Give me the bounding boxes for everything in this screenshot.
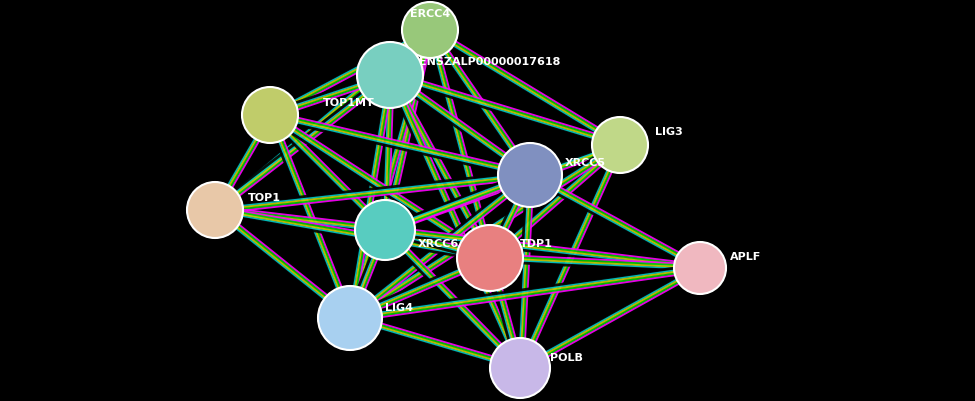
Circle shape xyxy=(187,182,243,238)
Circle shape xyxy=(498,143,562,207)
Text: ERCC4: ERCC4 xyxy=(410,9,450,19)
Circle shape xyxy=(457,225,523,291)
Text: TDP1: TDP1 xyxy=(520,239,553,249)
Text: POLB: POLB xyxy=(550,353,583,363)
Text: LIG3: LIG3 xyxy=(655,127,682,137)
Text: XRCC5: XRCC5 xyxy=(565,158,606,168)
Circle shape xyxy=(674,242,726,294)
Circle shape xyxy=(318,286,382,350)
Circle shape xyxy=(242,87,298,143)
Circle shape xyxy=(402,2,458,58)
Text: LIG4: LIG4 xyxy=(385,303,413,313)
Text: TOP1: TOP1 xyxy=(248,193,281,203)
Text: TOP1MT: TOP1MT xyxy=(323,98,374,108)
Circle shape xyxy=(357,42,423,108)
Circle shape xyxy=(490,338,550,398)
Text: ENSZALP00000017618: ENSZALP00000017618 xyxy=(419,57,561,67)
Circle shape xyxy=(592,117,648,173)
Circle shape xyxy=(355,200,415,260)
Text: XRCC6: XRCC6 xyxy=(418,239,459,249)
Text: APLF: APLF xyxy=(730,252,761,262)
